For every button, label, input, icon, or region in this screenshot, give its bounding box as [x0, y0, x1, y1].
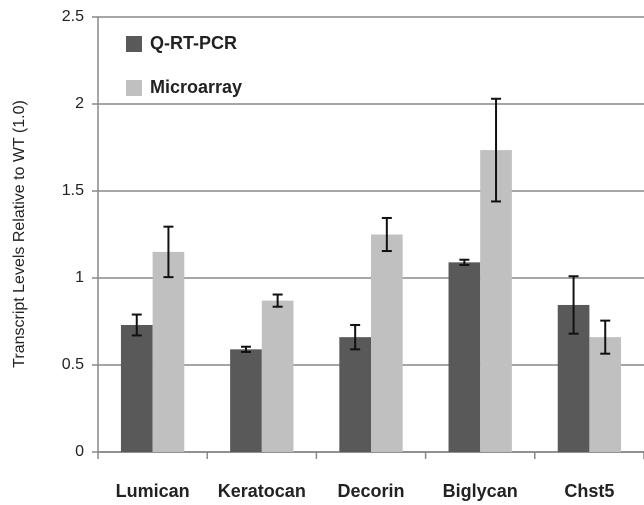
x-tick-label: Lumican [116, 481, 190, 501]
y-axis-label: Transcript Levels Relative to WT (1.0) [11, 100, 28, 368]
bar [448, 262, 481, 452]
x-tick-label: Decorin [337, 481, 404, 501]
bar [371, 234, 403, 452]
legend-swatch [126, 80, 142, 96]
y-tick-label: 1.5 [62, 182, 84, 199]
y-tick-label: 0 [75, 443, 84, 460]
bar [152, 251, 185, 452]
bar [589, 337, 622, 452]
y-tick-label: 2.5 [62, 8, 84, 25]
x-tick-label: Chst5 [564, 481, 614, 501]
legend-label: Q-RT-PCR [150, 33, 237, 53]
bar [230, 349, 262, 452]
bar [120, 324, 153, 452]
x-tick-label: Keratocan [218, 481, 306, 501]
legend-swatch [126, 36, 142, 52]
y-tick-label: 0.5 [62, 356, 84, 373]
y-tick-label: 2 [75, 95, 84, 112]
legend-label: Microarray [150, 77, 242, 97]
x-tick-label: Biglycan [443, 481, 518, 501]
bar [339, 337, 371, 452]
bar [261, 300, 294, 452]
y-tick-label: 1 [75, 269, 84, 286]
